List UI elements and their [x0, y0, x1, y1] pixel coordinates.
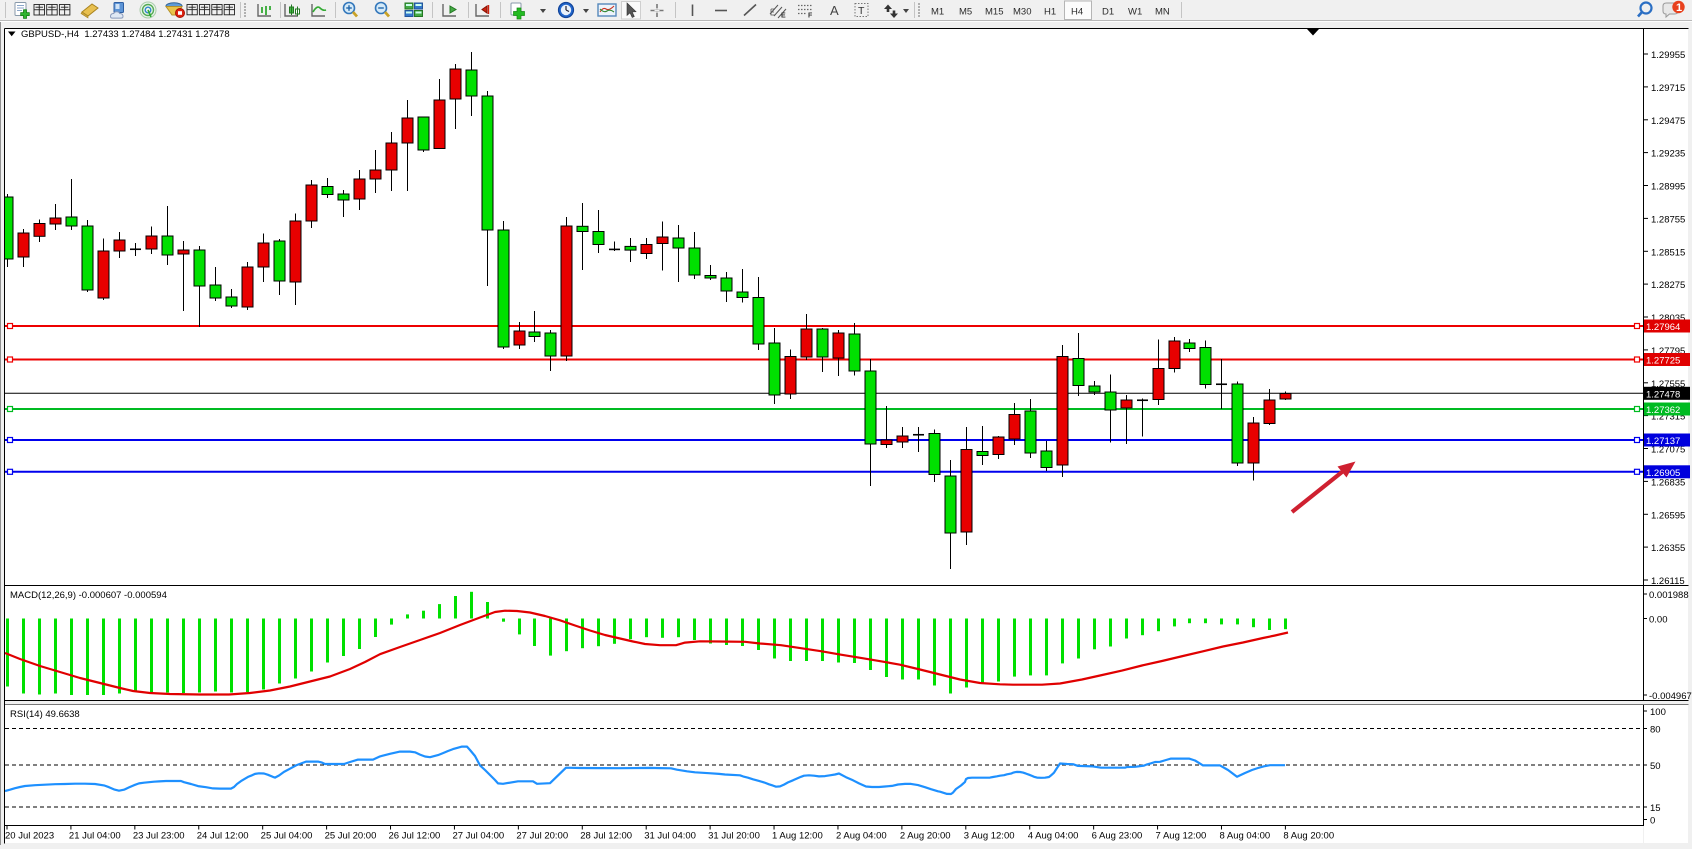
svg-text:1.27795: 1.27795: [1651, 346, 1685, 357]
svg-text:1.29475: 1.29475: [1651, 116, 1685, 127]
svg-text:1.28275: 1.28275: [1651, 280, 1685, 291]
svg-text:1.28995: 1.28995: [1651, 182, 1685, 193]
svg-text:M5: M5: [959, 7, 972, 18]
svg-text:1.29955: 1.29955: [1651, 50, 1685, 61]
svg-text:MN: MN: [1155, 7, 1170, 18]
svg-text:25 Jul 04:00: 25 Jul 04:00: [261, 831, 313, 842]
svg-text:21 Jul 04:00: 21 Jul 04:00: [69, 831, 121, 842]
svg-text:1.27137: 1.27137: [1646, 436, 1680, 447]
svg-text:6 Aug 23:00: 6 Aug 23:00: [1092, 831, 1143, 842]
svg-text:25 Jul 20:00: 25 Jul 20:00: [325, 831, 377, 842]
svg-text:7 Aug 12:00: 7 Aug 12:00: [1156, 831, 1207, 842]
svg-text:T: T: [858, 5, 865, 17]
svg-text:8 Aug 04:00: 8 Aug 04:00: [1219, 831, 1270, 842]
svg-text:28 Jul 12:00: 28 Jul 12:00: [580, 831, 632, 842]
svg-text:3 Aug 12:00: 3 Aug 12:00: [964, 831, 1015, 842]
svg-text:1.27555: 1.27555: [1651, 379, 1685, 390]
svg-text:2 Aug 20:00: 2 Aug 20:00: [900, 831, 951, 842]
svg-text:1: 1: [1676, 2, 1682, 14]
svg-text:100: 100: [1650, 707, 1666, 718]
svg-text:1.27964: 1.27964: [1646, 322, 1680, 333]
svg-text:23 Jul 23:00: 23 Jul 23:00: [133, 831, 185, 842]
svg-text:A: A: [830, 3, 839, 18]
svg-text:E: E: [781, 13, 786, 20]
svg-text:15: 15: [1650, 803, 1661, 814]
svg-text:1.28515: 1.28515: [1651, 247, 1685, 258]
svg-text:0: 0: [1650, 816, 1655, 827]
svg-text:27 Jul 20:00: 27 Jul 20:00: [516, 831, 568, 842]
svg-text:1.26115: 1.26115: [1651, 576, 1685, 587]
svg-text:8 Aug 20:00: 8 Aug 20:00: [1283, 831, 1334, 842]
svg-text:31 Jul 20:00: 31 Jul 20:00: [708, 831, 760, 842]
svg-text:0.001988: 0.001988: [1649, 590, 1689, 601]
svg-text:1.26835: 1.26835: [1651, 477, 1685, 488]
svg-text:GBPUSD-,H4 1.27433 1.27484 1.: GBPUSD-,H4 1.27433 1.27484 1.27431 1.274…: [21, 29, 230, 40]
svg-text:24 Jul 12:00: 24 Jul 12:00: [197, 831, 249, 842]
svg-text:2 Aug 04:00: 2 Aug 04:00: [836, 831, 887, 842]
svg-text:M1: M1: [931, 7, 944, 18]
svg-text:1.27725: 1.27725: [1646, 356, 1680, 367]
svg-text:1.27478: 1.27478: [1646, 389, 1680, 400]
svg-text:H4: H4: [1071, 7, 1083, 18]
svg-text:80: 80: [1650, 725, 1661, 736]
svg-text:4 Aug 04:00: 4 Aug 04:00: [1028, 831, 1079, 842]
svg-text:1.27362: 1.27362: [1646, 405, 1680, 416]
svg-text:0.00: 0.00: [1649, 615, 1668, 626]
svg-text:26 Jul 12:00: 26 Jul 12:00: [389, 831, 441, 842]
svg-text:50: 50: [1650, 761, 1661, 772]
svg-text:-0.004967: -0.004967: [1649, 691, 1692, 702]
svg-text:1.27315: 1.27315: [1651, 412, 1685, 423]
svg-text:MACD(12,26,9) -0.000607 -0.000: MACD(12,26,9) -0.000607 -0.000594: [10, 590, 167, 601]
svg-text:1.26595: 1.26595: [1651, 510, 1685, 521]
svg-text:1 Aug 12:00: 1 Aug 12:00: [772, 831, 823, 842]
svg-text:W1: W1: [1128, 7, 1142, 18]
svg-text:M30: M30: [1013, 7, 1031, 18]
svg-text:1.29235: 1.29235: [1651, 149, 1685, 160]
svg-text:H1: H1: [1044, 7, 1056, 18]
svg-text:F: F: [808, 13, 813, 20]
svg-text:31 Jul 04:00: 31 Jul 04:00: [644, 831, 696, 842]
svg-text:20 Jul 2023: 20 Jul 2023: [5, 831, 54, 842]
svg-text:M15: M15: [985, 7, 1003, 18]
svg-text:1.28755: 1.28755: [1651, 214, 1685, 225]
svg-text:1.28035: 1.28035: [1651, 313, 1685, 324]
svg-text:1.26905: 1.26905: [1646, 468, 1680, 479]
svg-text:RSI(14) 49.6638: RSI(14) 49.6638: [10, 709, 80, 720]
svg-text:1.27075: 1.27075: [1651, 445, 1685, 456]
svg-text:D1: D1: [1102, 7, 1114, 18]
svg-text:1.26355: 1.26355: [1651, 543, 1685, 554]
svg-text:27 Jul 04:00: 27 Jul 04:00: [452, 831, 504, 842]
svg-text:1.29715: 1.29715: [1651, 83, 1685, 94]
